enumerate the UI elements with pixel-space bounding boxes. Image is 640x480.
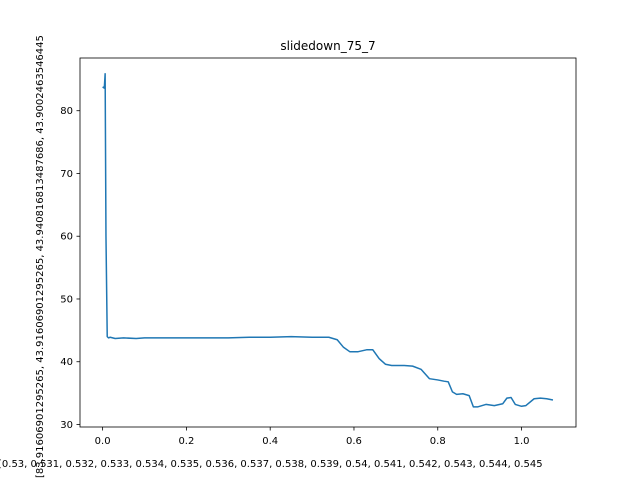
x-tick-label: 1.0: [514, 436, 530, 447]
x-axis-label: [0.53, 0.531, 0.532, 0.533, 0.534, 0.535…: [0, 459, 543, 470]
y-tick-label: 40: [60, 357, 73, 368]
plot-area: [102, 72, 554, 408]
x-tick-label: 0.2: [178, 436, 194, 447]
x-tick-label: 0.4: [262, 436, 278, 447]
y-tick-label: 80: [60, 106, 73, 117]
axes-frame: [79, 57, 577, 428]
x-tick-label: 0.0: [95, 436, 111, 447]
y-tick-label: 60: [60, 232, 73, 243]
axes: 0.0 0.2 0.4 0.6 0.8 1.0 30 40 50 60 70 80: [60, 57, 577, 447]
x-tick-label: 0.6: [346, 436, 362, 447]
series-line-0: [102, 72, 554, 408]
x-tick-label: 0.8: [430, 436, 446, 447]
y-axis-label: [83.91606901295265, 43.91606901295265, 4…: [35, 35, 46, 478]
y-tick-label: 30: [60, 420, 73, 431]
y-tick-label: 50: [60, 294, 73, 305]
chart-title: slidedown_75_7: [280, 39, 375, 53]
y-tick-label: 70: [60, 169, 73, 180]
